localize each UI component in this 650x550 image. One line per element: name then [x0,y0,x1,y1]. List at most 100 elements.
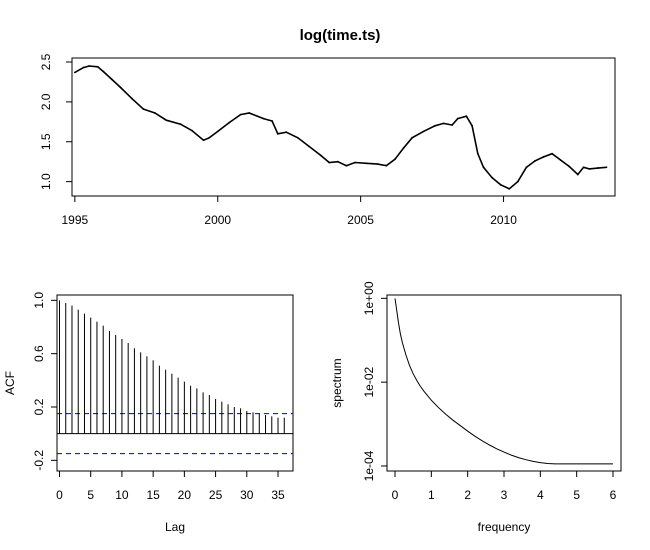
data-point [559,159,562,162]
data-point [228,121,231,124]
data-point [516,180,519,183]
data-point [285,131,288,134]
acf-panel: Lag ACF 0 5 10 15 20 25 30 35 -0.2 0.2 0.6 1.0 [3,292,294,534]
data-point [394,158,396,161]
y-tick-label: -0.2 [32,450,46,471]
data-point [296,136,299,139]
plot-box [386,294,622,472]
data-point [442,122,445,125]
data-point [96,65,99,68]
data-point [365,162,368,165]
data-point [336,160,339,163]
data-point [482,166,485,169]
x-tick-label: 20 [178,488,192,502]
y-axis-label: spectrum [330,358,344,407]
data-point [525,166,528,169]
y-tick-label: 2.5 [39,53,53,70]
data-point [119,86,122,89]
data-point [434,124,436,127]
data-point [508,187,511,190]
chart-title: log(time.ts) [300,27,381,44]
x-tick-label: 15 [146,488,160,502]
x-tick-label: 30 [240,488,254,502]
data-point [422,130,425,133]
y-tick-label: 1e-04 [362,450,376,481]
x-tick-label: 1995 [62,213,89,227]
x-tick-label: 2010 [490,213,517,227]
data-point [328,161,331,164]
y-tick-label: 1.0 [39,173,53,190]
data-point [276,132,279,135]
data-point [411,136,413,139]
data-point [402,147,405,150]
x-tick-label: 1 [428,488,435,502]
data-point [576,173,579,176]
data-point [319,154,322,157]
x-tick-label: 0 [392,488,399,502]
data-point [248,112,251,114]
y-tick-label: 1e-02 [362,366,376,397]
plot-box [56,294,294,472]
data-point [588,167,591,170]
data-point [345,164,348,167]
data-point [102,70,105,73]
data-point [582,166,585,169]
x-tick-label: 5 [573,488,580,502]
data-point [354,161,356,164]
data-point [202,139,205,142]
data-point [491,176,494,179]
data-point [239,113,242,116]
x-tick-label: 3 [501,488,508,502]
x-tick-label: 25 [209,488,223,502]
x-tick-label: 2000 [204,213,231,227]
data-point [605,166,608,169]
x-tick-label: 10 [115,488,129,502]
data-point [568,165,571,168]
data-point [153,112,156,114]
y-tick-label: 0.6 [32,345,46,362]
data-point [456,117,459,120]
data-point [376,163,379,165]
x-axis-label: frequency [478,520,531,534]
y-tick-label: 1.0 [32,292,46,309]
data-point [88,65,91,67]
x-tick-label: 2005 [347,213,374,227]
x-tick-label: 6 [610,488,617,502]
data-point [476,152,479,155]
x-tick-label: 5 [87,488,94,502]
x-tick-label: 2 [464,488,471,502]
x-tick-label: 4 [537,488,544,502]
y-tick-label: 1.5 [39,133,53,150]
data-point [262,117,265,120]
data-point [191,129,193,132]
data-point [596,167,599,169]
x-tick-label: 0 [56,488,63,502]
data-point [471,124,474,127]
data-point [385,164,388,167]
series-line [74,65,607,190]
x-axis-label: Lag [165,520,185,534]
data-point [165,119,168,122]
data-point [208,136,211,139]
data-point [111,78,113,81]
spectrum-panel: frequency spectrum 0 1 2 3 4 5 6 1e+00 1e-02 1e-0… [330,281,622,534]
data-point [308,145,311,148]
data-point [179,123,182,126]
data-point [551,152,554,155]
y-tick-label: 1e+00 [362,281,376,315]
data-point [73,71,76,74]
plot-box [71,57,616,197]
time-series-panel: log(time.ts) 1995 2000 2005 2010 1.0 1.5 2.0 2.… [39,27,616,227]
data-point [542,156,545,158]
y-tick-label: 0.2 [32,398,46,415]
data-point [465,115,468,118]
data-point [216,130,219,133]
data-point [142,108,145,110]
data-point [451,124,453,126]
data-point [131,97,133,100]
data-point [499,183,502,186]
y-tick-label: 2.0 [39,93,53,110]
x-tick-label: 35 [271,488,285,502]
y-axis-label: ACF [3,371,17,395]
data-point [82,66,85,69]
